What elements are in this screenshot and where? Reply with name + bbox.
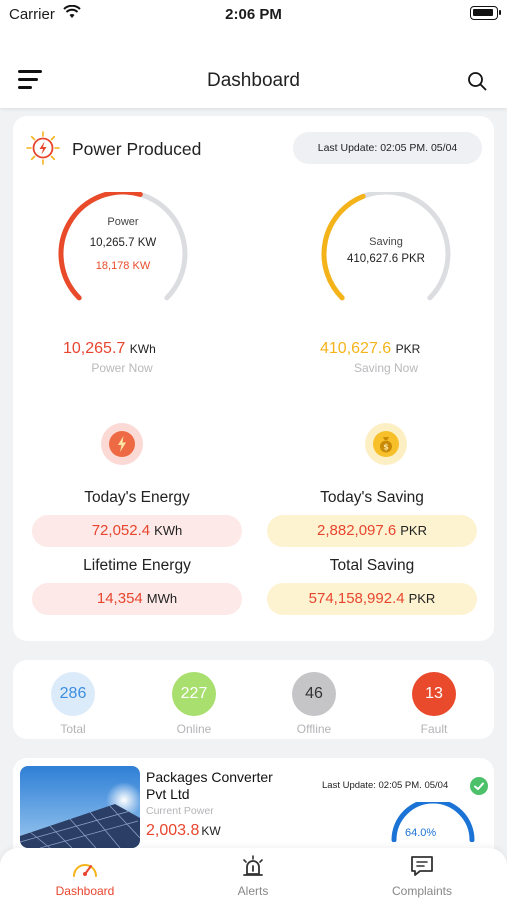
carrier-label: Carrier: [9, 6, 55, 23]
todays-energy-title: Today's Energy: [84, 489, 190, 506]
tab-alerts-label: Alerts: [237, 884, 269, 898]
lifetime-energy-unit: MWh: [146, 591, 178, 606]
money-bag-icon: $: [365, 423, 407, 465]
gauge-icon: [25, 848, 145, 878]
saving-gauge: [321, 192, 451, 301]
todays-saving-value: 2,882,097.6: [317, 522, 397, 539]
saving-gauge-fill: [321, 193, 366, 301]
stat-online-badge: 227: [172, 672, 216, 716]
current-power-label: Current Power: [146, 805, 214, 817]
total-saving-pill: 574,158,992.4 PKR: [267, 583, 477, 615]
power-produced-card: Power Produced Last Update: 02:05 PM. 05…: [13, 116, 494, 641]
power-now-caption: Power Now: [91, 361, 153, 375]
power-now-value: 10,265.7 KWh: [63, 340, 156, 358]
power-gauge-text: Power 10,265.7 KW 18,178 KW: [53, 216, 193, 272]
power-produced-title: Power Produced: [72, 139, 202, 159]
total-saving-unit: PKR: [408, 591, 436, 606]
saving-now-value: 410,627.6 PKR: [320, 340, 420, 358]
search-icon[interactable]: [467, 71, 487, 91]
wifi-icon: [63, 5, 81, 18]
todays-saving-unit: PKR: [400, 523, 427, 538]
battery-icon: [470, 6, 501, 20]
alarm-icon: [193, 848, 313, 878]
plant-last-update: Last Update: 02:05 PM. 05/04: [322, 780, 449, 791]
saving-now-caption: Saving Now: [353, 361, 419, 375]
todays-saving-pill: 2,882,097.6 PKR: [267, 515, 477, 547]
todays-energy-unit: KWh: [154, 523, 183, 538]
stat-online-label: Online: [176, 722, 212, 736]
clock: 2:06 PM: [225, 6, 282, 23]
stat-total-badge: 286: [51, 672, 95, 716]
lifetime-energy-title: Lifetime Energy: [83, 557, 191, 574]
plant-gauge: [391, 802, 475, 842]
lifetime-energy-pill: 14,354 MWh: [32, 583, 242, 615]
stat-offline[interactable]: 46 Offline: [274, 672, 354, 736]
stat-total[interactable]: 286 Total: [33, 672, 113, 736]
saving-gauge-value: 410,627.6 PKR: [346, 253, 425, 265]
menu-icon[interactable]: [18, 70, 42, 90]
power-gauge-label: Power: [107, 216, 139, 228]
app-header: Dashboard: [0, 30, 507, 108]
stat-online[interactable]: 227 Online: [154, 672, 234, 736]
saving-now-unit: PKR: [395, 342, 421, 356]
energy-icon: [101, 423, 143, 465]
stat-fault[interactable]: 13 Fault: [394, 672, 474, 736]
stat-fault-label: Fault: [420, 722, 448, 736]
svg-text:$: $: [383, 443, 389, 452]
tab-dashboard[interactable]: Dashboard: [25, 848, 145, 898]
plant-percent: 64.0%: [405, 827, 437, 839]
todays-energy-pill: 72,052.4 KWh: [32, 515, 242, 547]
chat-icon: [362, 848, 482, 878]
total-saving-title: Total Saving: [329, 557, 415, 574]
stat-offline-badge: 46: [292, 672, 336, 716]
todays-saving-title: Today's Saving: [320, 489, 424, 506]
tab-complaints[interactable]: Complaints: [362, 848, 482, 898]
tab-bar: Dashboard Alerts Complaints: [0, 848, 507, 900]
power-gauge-secondary: 18,178 KW: [95, 260, 151, 272]
tab-complaints-label: Complaints: [391, 884, 453, 898]
todays-energy-value: 72,052.4: [91, 522, 151, 539]
tab-alerts[interactable]: Alerts: [193, 848, 313, 898]
last-update-badge: Last Update: 02:05 PM. 05/04: [293, 132, 482, 164]
saving-gauge-text: Saving 410,627.6 PKR: [316, 236, 456, 265]
saving-gauge-label: Saving: [369, 236, 403, 248]
stat-offline-label: Offline: [296, 722, 332, 736]
current-power-number: 2,003.8: [146, 822, 200, 839]
total-saving-value: 574,158,992.4: [308, 590, 405, 607]
stat-fault-badge: 13: [412, 672, 456, 716]
page-title: Dashboard: [207, 70, 300, 91]
check-icon: [470, 777, 488, 795]
power-gauge-fill: [58, 192, 143, 301]
power-now-unit: KWh: [129, 342, 156, 356]
power-now-number: 10,265.7: [63, 340, 126, 357]
current-power-value: 2,003.8 KW: [146, 822, 221, 840]
status-bar: Carrier 2:06 PM: [0, 0, 507, 30]
power-gauge: [58, 192, 188, 301]
saving-now-number: 410,627.6: [320, 340, 392, 357]
power-gauge-value: 10,265.7 KW: [89, 237, 157, 249]
lifetime-energy-value: 14,354: [96, 590, 143, 607]
tab-dashboard-label: Dashboard: [55, 884, 115, 898]
solar-panel-image: [20, 766, 140, 848]
stat-total-label: Total: [60, 722, 86, 736]
plant-name: Packages Converter Pvt Ltd: [146, 769, 273, 802]
sun-bolt-icon: [26, 131, 60, 165]
current-power-unit: KW: [201, 824, 221, 838]
plant-stats-card: 286 Total 227 Online 46 Offline 13 Fault: [13, 660, 494, 739]
